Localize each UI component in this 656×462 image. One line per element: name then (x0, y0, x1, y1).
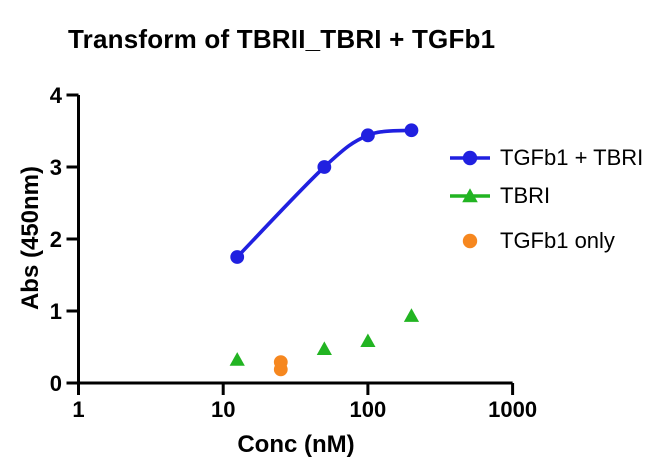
x-axis-tick-label: 10 (211, 397, 235, 422)
legend-entry-tgfb1-tbri: TGFb1 + TBRI (449, 145, 643, 171)
series-1-point (229, 352, 245, 366)
legend-marker-line-triangle-icon (450, 188, 490, 203)
series-0-point (361, 128, 375, 143)
x-axis-tick-label: 1 (72, 397, 84, 422)
legend-marker-circle-icon (462, 233, 478, 249)
axis-spines (77, 95, 513, 385)
y-axis-tick-label: 3 (50, 155, 62, 180)
legend-label: TGFb1 only (500, 228, 615, 253)
y-axis-tick-label: 1 (50, 299, 62, 324)
y-axis-tick-label: 0 (50, 371, 62, 396)
y-axis-tick-label: 2 (50, 227, 62, 252)
series-0-point (404, 123, 419, 138)
series-1-point (360, 333, 376, 348)
legend-entry-tgfb1-only: TGFb1 only (449, 228, 615, 254)
series-0-point (230, 250, 245, 264)
series-0-curve (235, 128, 414, 259)
y-axis-tick-label: 4 (50, 83, 63, 108)
legend-label: TBRI (500, 183, 551, 208)
x-axis-tick-label: 100 (350, 397, 387, 422)
series-1-point (403, 308, 420, 322)
legend-marker-line-circle-icon (450, 150, 490, 166)
series-0-point (317, 160, 332, 174)
legend-entry-tbri: TBRI (449, 183, 550, 209)
x-axis-tick-label: 1000 (488, 397, 537, 422)
x-axis-label: Conc (nM) (237, 431, 355, 458)
chart-title: Transform of TBRII_TBRI + TGFb1 (68, 24, 496, 54)
series-1-point (316, 341, 332, 355)
legend-label: TGFb1 + TBRI (500, 145, 644, 170)
series-2-point (273, 362, 288, 377)
